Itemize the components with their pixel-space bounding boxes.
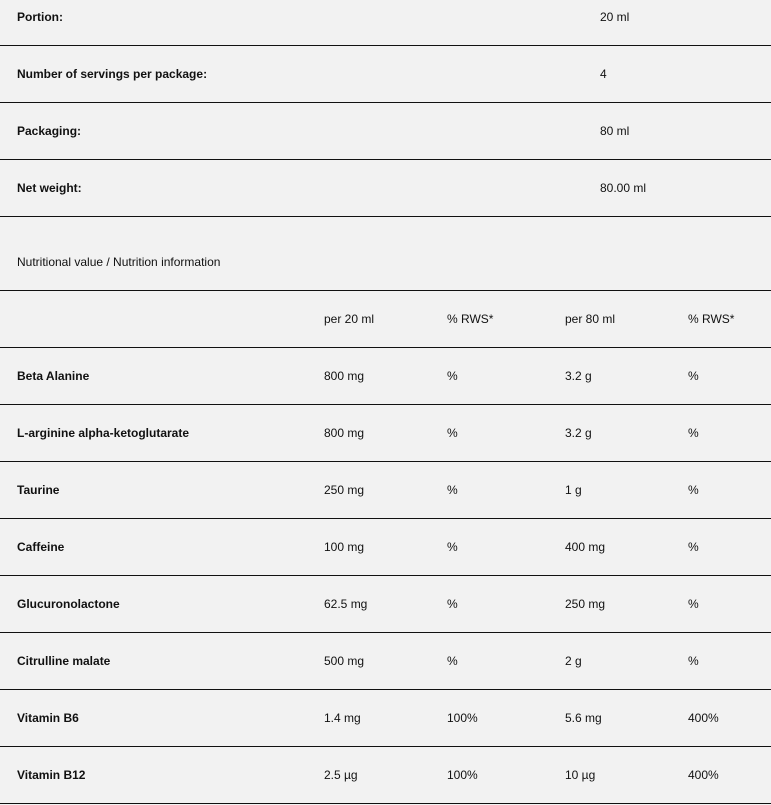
info-value: 4 (600, 67, 607, 81)
nutrient-value: % (447, 369, 458, 383)
nutrient-value: % (688, 597, 699, 611)
nutrient-value: 2.5 µg (324, 768, 358, 782)
nutrient-name: Vitamin B6 (17, 711, 79, 725)
nutrient-value: % (688, 426, 699, 440)
info-row: Net weight: 80.00 ml (0, 160, 771, 217)
nutrient-value: 100% (447, 711, 478, 725)
nutrient-value: 2 g (565, 654, 582, 668)
info-value: 80 ml (600, 124, 630, 138)
nutrient-name: Beta Alanine (17, 369, 90, 383)
nutrient-name: Citrulline malate (17, 654, 111, 668)
nutrient-name: Vitamin B12 (17, 768, 86, 782)
nutrient-value: % RWS* (688, 312, 735, 326)
nutrition-table: per 20 ml % RWS* per 80 ml % RWS* Beta Alani… (0, 291, 771, 804)
table-row: Glucuronolactone 62.5 mg% 250 mg% (0, 576, 771, 633)
nutrient-value: per 80 ml (565, 312, 616, 326)
nutrient-value: 1 g (565, 483, 582, 497)
nutrient-value: 500 mg (324, 654, 365, 668)
nutrient-value: % (688, 540, 699, 554)
table-row: L-arginine alpha-ketoglutarate 800 mg% 3.2… (0, 405, 771, 462)
nutrient-value: 800 mg (324, 369, 365, 383)
nutrient-value: 400% (688, 768, 719, 782)
info-label: Number of servings per package: (17, 67, 208, 81)
info-value: 80.00 ml (600, 181, 647, 195)
nutrient-value: 3.2 g (565, 426, 592, 440)
nutrient-name: Glucuronolactone (17, 597, 120, 611)
nutrient-value: % (688, 369, 699, 383)
info-row: Packaging: 80 ml (0, 103, 771, 160)
info-row: Portion: 20 ml (0, 0, 771, 46)
nutrient-value: 100 mg (324, 540, 365, 554)
info-value: 20 ml (600, 10, 630, 24)
info-label: Portion: (17, 10, 63, 24)
nutrition-caption: Nutritional value / Nutrition informatio… (17, 255, 221, 269)
nutrient-value: % (447, 426, 458, 440)
nutrient-value: 3.2 g (565, 369, 592, 383)
nutrient-value: 1.4 mg (324, 711, 361, 725)
nutrient-value: 250 mg (324, 483, 365, 497)
table-row: Vitamin B12 2.5 µg 100% 10 µg 400% (0, 747, 771, 804)
nutrient-value: 800 mg (324, 426, 365, 440)
nutrient-name: Taurine (17, 483, 60, 497)
nutrient-value: % (688, 654, 699, 668)
product-info-table: Portion: 20 ml Number of servings per pac… (0, 0, 771, 217)
nutrient-value: 250 mg (565, 597, 606, 611)
table-row: Beta Alanine 800 mg% 3.2 g% (0, 348, 771, 405)
nutrient-value: % (447, 483, 458, 497)
nutrient-value: 10 µg (565, 768, 596, 782)
nutrient-value: per 20 ml (324, 312, 375, 326)
table-row: Taurine 250 mg% 1 g% (0, 462, 771, 519)
table-row: Caffeine 100 mg% 400 mg% (0, 519, 771, 576)
nutrient-value: % (447, 654, 458, 668)
nutrient-value: % RWS* (447, 312, 494, 326)
table-row: Vitamin B6 1.4 mg 100% 5.6 mg 400% (0, 690, 771, 747)
nutrient-name: Caffeine (17, 540, 65, 554)
nutrient-value: 400% (688, 711, 719, 725)
nutrient-value: 5.6 mg (565, 711, 602, 725)
info-label: Net weight: (17, 181, 82, 195)
nutrient-value: % (688, 483, 699, 497)
nutrient-value: % (447, 597, 458, 611)
table-row: Citrulline malate 500 mg% 2 g% (0, 633, 771, 690)
nutrient-value: % (447, 540, 458, 554)
table-header-row: per 20 ml % RWS* per 80 ml % RWS* (0, 291, 771, 348)
nutrient-value: 100% (447, 768, 478, 782)
nutrient-value: 62.5 mg (324, 597, 368, 611)
info-label: Packaging: (17, 124, 82, 138)
nutrient-value: 400 mg (565, 540, 606, 554)
nutrition-caption-row: Nutritional value / Nutrition informatio… (0, 217, 771, 291)
nutrient-name: L-arginine alpha-ketoglutarate (17, 426, 190, 440)
info-row: Number of servings per package: 4 (0, 46, 771, 103)
